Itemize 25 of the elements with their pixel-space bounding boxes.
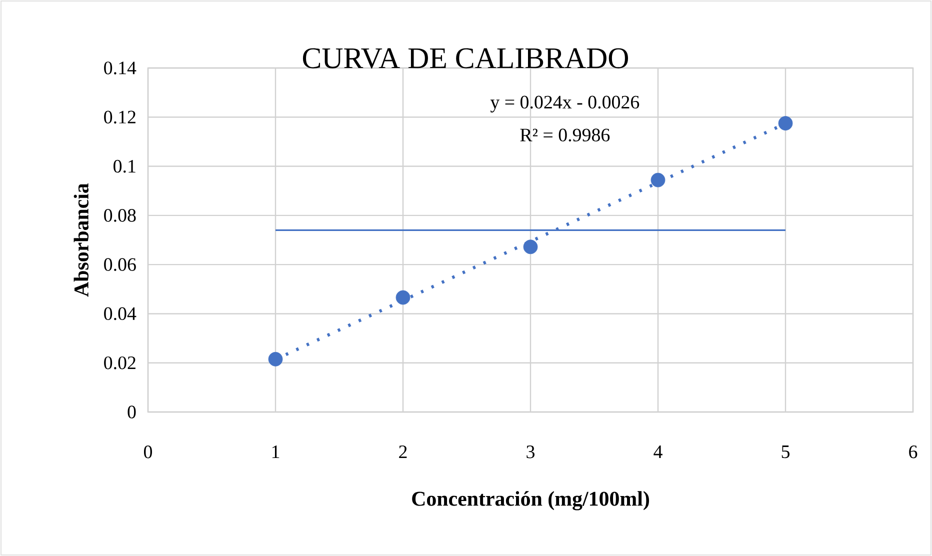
y-tick-label: 0.12 — [104, 110, 136, 124]
y-tick-label: 0.1 — [114, 160, 136, 173]
y-tick-label: 0.06 — [104, 258, 136, 271]
x-tick-label: 2 — [399, 446, 407, 458]
point — [268, 352, 283, 366]
x-tick-label: 6 — [909, 446, 918, 458]
annotation: R² = 0.9986 — [520, 128, 610, 142]
y-tick-label: 0.04 — [104, 307, 136, 320]
x-tick-label: 0 — [144, 446, 152, 458]
point — [396, 290, 410, 305]
x-axis-title: Concentración (mg/100ml) — [412, 491, 649, 510]
x-tick-label: 1 — [272, 446, 280, 458]
point — [650, 172, 666, 188]
y-axis-title: Absorbancia — [74, 183, 89, 297]
y-tick-label: 0.02 — [104, 356, 136, 370]
x-tick-label: 5 — [782, 446, 790, 458]
point — [778, 116, 793, 130]
annotation: y = 0.024x - 0.0026 — [490, 96, 640, 112]
x-tick-label: 4 — [654, 446, 662, 458]
y-tick-label: 0.14 — [104, 62, 136, 74]
point — [523, 240, 538, 254]
x-tick-label: 3 — [526, 446, 534, 458]
y-tick-label: 0 — [128, 406, 136, 418]
y-tick-label: 0.08 — [104, 209, 136, 222]
chart-title: CURVA DE CALIBRADO — [302, 48, 628, 68]
